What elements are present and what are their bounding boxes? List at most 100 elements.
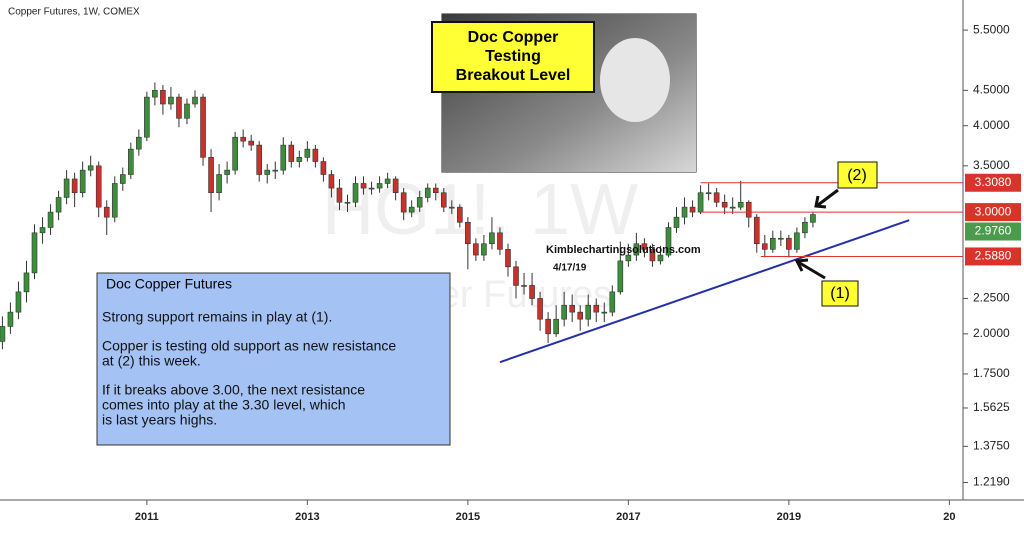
callout-line: Breakout Level — [456, 67, 571, 84]
candle-body — [689, 206, 696, 213]
candle-body — [352, 183, 359, 203]
candle-body — [256, 144, 263, 175]
candle-body — [633, 243, 640, 256]
candle-body — [136, 136, 142, 150]
candle-body — [192, 96, 198, 105]
candle-body — [786, 237, 792, 250]
last-price-box — [965, 222, 1021, 241]
candle-body — [617, 260, 624, 293]
candle-body — [424, 187, 431, 198]
candle-body — [408, 206, 415, 213]
y-tick-label: 2.0000 — [973, 326, 1010, 340]
candle-body — [521, 285, 527, 287]
candle-body — [7, 311, 14, 327]
candle-body — [569, 304, 575, 313]
candle-body — [95, 165, 102, 208]
text-box-line: Copper is testing old support as new res… — [102, 338, 396, 354]
marker-label: (1) — [830, 285, 850, 302]
level-label-box — [965, 173, 1021, 192]
candle-body — [160, 90, 166, 105]
candle-body — [593, 304, 600, 313]
candle-body — [673, 216, 680, 228]
candle-body — [47, 211, 54, 228]
candle-body — [15, 291, 22, 313]
text-box-title: Doc Copper Futures — [106, 276, 232, 292]
candle-body — [705, 192, 712, 195]
candle-body — [537, 298, 543, 320]
y-tick-label: 1.7500 — [973, 366, 1010, 380]
candle-body — [208, 157, 214, 194]
last-price-label: 2.9760 — [975, 224, 1012, 238]
text-box-line: is last years highs. — [102, 412, 217, 428]
y-tick-label: 1.2190 — [973, 475, 1010, 489]
candle-body — [681, 206, 688, 218]
watermark: HG1!, 1W — [322, 170, 638, 250]
candle-body — [152, 90, 158, 98]
candle-body — [465, 221, 471, 245]
candle-body — [31, 232, 38, 274]
candle-body — [609, 291, 616, 313]
candle-body — [753, 216, 760, 245]
candle-body — [457, 206, 463, 223]
arrow-head — [794, 258, 809, 272]
candle-body — [320, 161, 327, 175]
candle-body — [497, 232, 503, 250]
candle-body — [473, 243, 479, 256]
candle-body — [778, 237, 784, 240]
candle-body — [248, 140, 254, 146]
text-box-line: If it breaks above 3.00, the next resist… — [102, 382, 365, 398]
candle-body — [545, 318, 551, 335]
candle-body — [553, 318, 559, 335]
text-box — [96, 272, 451, 446]
callout-line: Doc Copper — [468, 29, 559, 46]
annotations: 3.3080 3.0000 2.5880 2.9760 — [499, 173, 1021, 364]
level-label: 3.0000 — [975, 204, 1012, 218]
x-tick-label: 2019 — [777, 511, 801, 523]
candle-body — [761, 243, 768, 250]
x-tick-label: 2015 — [456, 511, 480, 523]
candle-body — [55, 197, 62, 213]
candle-body — [200, 96, 206, 158]
marker-box — [837, 161, 878, 189]
candle-body — [513, 266, 519, 286]
photo-figure — [600, 38, 670, 122]
candle-body — [87, 165, 94, 171]
candle-body — [103, 206, 110, 218]
candle-body — [489, 232, 495, 245]
candle-body — [144, 96, 150, 138]
candle-body — [360, 183, 367, 189]
candle-body — [119, 174, 126, 184]
candle-body — [0, 326, 6, 342]
candle-body — [264, 169, 271, 175]
level-label: 3.3080 — [975, 175, 1012, 189]
candle-body — [577, 311, 584, 320]
marker-label: (2) — [847, 167, 867, 184]
candle-body — [39, 227, 46, 234]
candle-body — [585, 304, 592, 320]
site-label: Kimblechartingsolutions.com — [546, 244, 701, 256]
candle-body — [304, 148, 311, 158]
text-box-body: Strong support remains in play at (1). Co… — [102, 309, 396, 428]
candle-body — [79, 169, 86, 194]
candle-body — [336, 187, 343, 203]
candle-body — [697, 192, 704, 213]
candle-body — [344, 201, 351, 204]
x-tick-label: 20 — [943, 511, 955, 523]
candle-body — [128, 148, 134, 175]
candle-body — [240, 136, 246, 142]
callout-line: Testing — [485, 48, 541, 65]
arrow — [817, 188, 839, 207]
candle-body — [168, 96, 174, 105]
text-box-line: at (2) this week. — [102, 353, 201, 369]
candle-body — [449, 206, 455, 209]
y-tick-label: 1.5625 — [973, 400, 1010, 414]
text-box-line: Strong support remains in play at (1). — [102, 309, 332, 325]
arrow-head — [814, 195, 827, 209]
candles — [0, 82, 816, 350]
candle-body — [529, 285, 535, 299]
x-tick-label: 2013 — [295, 511, 319, 523]
candle-body — [176, 96, 182, 119]
candle-body — [729, 206, 736, 209]
candle-body — [721, 201, 728, 208]
